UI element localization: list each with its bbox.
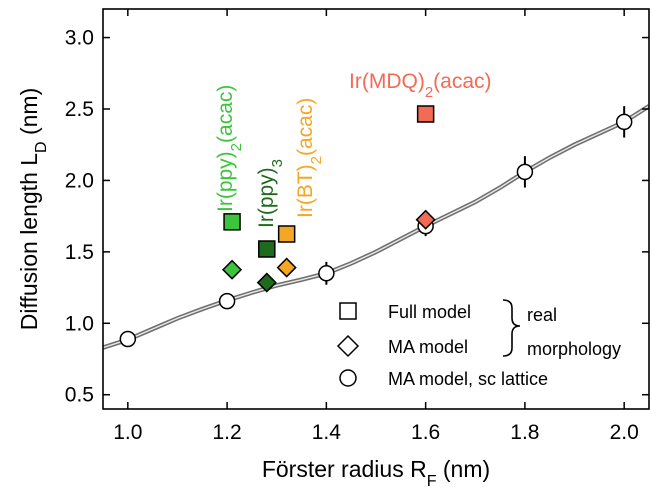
sc-lattice-point-x-2 [615, 113, 633, 131]
ma-model-point-ir-ppy-2-acac [221, 259, 243, 280]
label-ir-ppy3: Ir(ppy)3 [255, 159, 286, 228]
legend-brace-label-morphology: morphology [527, 339, 621, 359]
legend-label-full-model: Full model [388, 302, 471, 322]
legend-brace-label-real: real [527, 305, 557, 325]
full-model-point-ir-bt-2-acac [277, 225, 296, 243]
x-tick-label-1.0: 1.0 [113, 421, 142, 444]
label-ir-ppy2-acac: Ir(ppy)2(acac) [214, 85, 245, 212]
x-tick-label-1.6: 1.6 [411, 421, 440, 444]
x-tick-label-1.4: 1.4 [312, 421, 342, 444]
x-axis-title: Förster radius RF (nm) [262, 456, 490, 487]
x-tick-label-1.2: 1.2 [212, 421, 241, 444]
legend-label-sc-lattice: MA model, sc lattice [388, 369, 548, 389]
y-axis-title: Diffusion length LD (nm) [16, 88, 50, 331]
legend-diamond-icon [336, 334, 360, 358]
label-ir-bt2-acac: Ir(BT)2(acac) [294, 98, 325, 218]
full-model-point-ir-mdq-2-acac [416, 105, 435, 123]
y-tick-label-3.0: 3.0 [65, 27, 94, 50]
ma-model-point-ir-bt-2-acac [276, 257, 297, 278]
fit-curve-group [103, 104, 649, 350]
label-ir-mdq2-acac: Ir(MDQ)2(acac) [349, 70, 492, 101]
y-tick-label-2.0: 2.0 [65, 169, 94, 192]
legend-square-icon [339, 302, 357, 320]
fit-curve-outline [103, 104, 649, 350]
legend-label-ma-model: MA model [388, 337, 468, 357]
full-model-point-ir-ppy-3 [258, 240, 276, 258]
legend: Full model MA model MA model, sc lattice… [336, 299, 621, 389]
x-tick-label-2.0: 2.0 [610, 421, 639, 444]
markers-group [119, 105, 633, 348]
sc-lattice-point-x-1 [119, 330, 137, 348]
ma-model-point-ir-ppy-3 [256, 272, 277, 293]
sc-lattice-point-x-1.2 [218, 292, 236, 310]
legend-circle-icon [339, 369, 357, 387]
y-tick-label-1.0: 1.0 [65, 312, 94, 335]
sc-lattice-point-x-1.8 [516, 163, 534, 181]
ma-model-point-ir-mdq-2-acac [415, 209, 436, 230]
y-tick-label-1.5: 1.5 [65, 241, 94, 264]
y-tick-label-0.5: 0.5 [65, 384, 94, 407]
plot-frame [102, 8, 650, 410]
full-model-point-ir-ppy-2-acac [223, 213, 241, 231]
y-tick-label-2.5: 2.5 [65, 98, 94, 121]
x-tick-label-1.8: 1.8 [510, 421, 539, 444]
fit-curve-line [103, 105, 649, 349]
ticks-group: 1.0 1.2 1.4 1.6 1.8 2.0 0.5 1.0 1.5 2.0 2.5 3.0 [65, 9, 649, 444]
legend-brace [502, 299, 521, 357]
sc-lattice-point-x-1.4 [318, 265, 335, 282]
